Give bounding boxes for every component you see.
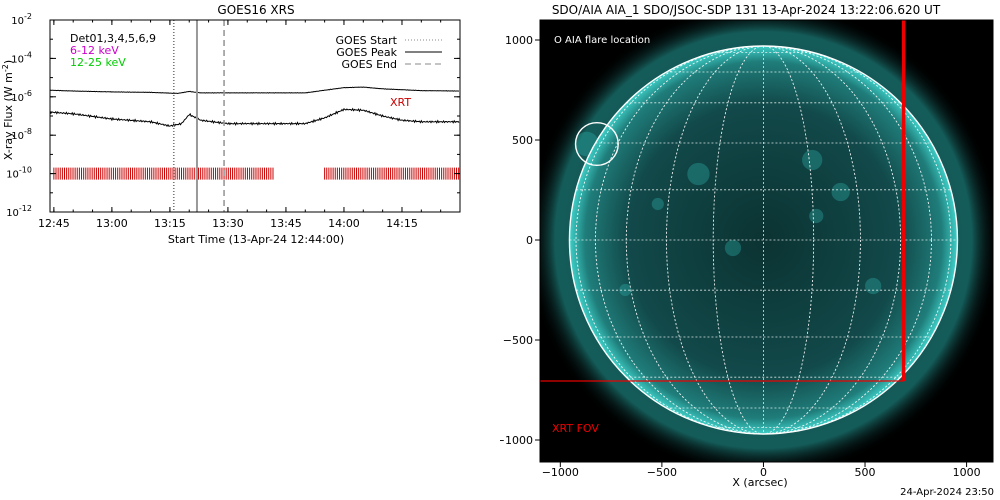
goes-series-long: [49, 86, 460, 95]
active-region: [651, 197, 664, 211]
goes-xrs-chart: GOES16 XRS X-ray Flux (W m-2) Start Time…: [1, 3, 461, 246]
goes-y-tick-base: 10: [11, 54, 24, 65]
sun-limb: [568, 45, 959, 435]
goes-xrt-annotation: XRT: [390, 96, 411, 109]
goes-x-axis-label: Start Time (13-Apr-24 12:44:00): [168, 233, 344, 246]
goes-x-tick-label: 12:45: [38, 217, 70, 230]
goes-x-tick-label: 13:30: [212, 217, 244, 230]
goes-y-tick-base: 10: [11, 131, 24, 142]
aia-y-tick-label: −500: [503, 334, 533, 347]
aia-x-tick-label: −1000: [542, 466, 579, 479]
goes-y-tick-base: 10: [6, 208, 19, 219]
goes-legend-right-label: GOES Start: [336, 34, 398, 47]
aia-y-tick-label: −1000: [500, 434, 533, 447]
active-region: [865, 277, 882, 295]
xrt-fov-label: XRT FOV: [552, 422, 599, 435]
goes-legend-left-item: 12-25 keV: [70, 56, 126, 69]
aia-legend-label: O AIA flare location: [554, 35, 650, 46]
goes-series-short: [49, 107, 460, 128]
goes-y-tick-label: 10-6: [11, 89, 32, 104]
aia-x-tick-label: −500: [647, 466, 677, 479]
aia-y-tick-label: 1000: [505, 34, 533, 47]
active-region: [724, 239, 742, 257]
active-region: [809, 208, 824, 224]
aia-plot-frame: [539, 19, 994, 463]
goes-y-tick-exp: -4: [24, 50, 32, 59]
aia-x-tick-label: 0: [760, 466, 767, 479]
grid-longitude: [575, 45, 952, 435]
flare-location-marker: [574, 121, 619, 167]
goes-x-tick-label: 14:15: [386, 217, 418, 230]
goes-chart-title: GOES16 XRS: [217, 3, 294, 17]
aia-y-tick-label: 500: [512, 134, 533, 147]
goes-y-tick-label: 10-12: [6, 204, 32, 219]
aia-y-tick-label: 0: [526, 234, 533, 247]
goes-y-tick-base: 10: [11, 16, 24, 27]
aia-chart-title: SDO/AIA AIA_1 SDO/JSOC-SDP 131 13-Apr-20…: [552, 3, 941, 17]
goes-x-tick-label: 14:00: [328, 217, 360, 230]
goes-x-tick-label: 13:15: [154, 217, 186, 230]
goes-y-tick-exp: -2: [24, 12, 32, 21]
goes-legend-right-label: GOES End: [341, 58, 397, 71]
goes-y-axis-label: X-ray Flux (W m-2): [1, 60, 15, 160]
aia-x-axis-label: X (arcsec): [732, 476, 787, 489]
goes-x-tick-label: 13:00: [96, 217, 128, 230]
goes-y-tick-label: 10-10: [6, 166, 32, 181]
goes-legend-left-item: 6-12 keV: [70, 44, 119, 57]
goes-y-tick-exp: -6: [24, 89, 32, 98]
goes-y-tick-exp: -10: [19, 166, 32, 175]
active-region: [802, 149, 823, 171]
goes-y-label-main: X-ray Flux (W m: [2, 72, 15, 160]
active-region: [831, 182, 850, 202]
aia-x-tick-label: 500: [855, 466, 876, 479]
goes-y-tick-label: 10-8: [11, 127, 32, 142]
goes-legend-right-label: GOES Peak: [336, 46, 397, 59]
goes-y-tick-exp: -8: [24, 127, 32, 136]
goes-y-label-end: ): [2, 60, 15, 64]
aia-sun-image: SDO/AIA AIA_1 SDO/JSOC-SDP 131 13-Apr-20…: [500, 3, 994, 489]
active-region: [574, 131, 599, 157]
aia-x-tick-label: 1000: [953, 466, 981, 479]
footer-timestamp: 24-Apr-2024 23:50: [900, 487, 994, 498]
goes-legend-left-item: Det01,3,4,5,6,9: [70, 32, 156, 45]
goes-y-tick-base: 10: [11, 93, 24, 104]
goes-y-tick-label: 10-4: [11, 50, 32, 65]
goes-y-tick-exp: -12: [19, 204, 32, 213]
goes-y-label-sup: -2: [1, 64, 10, 72]
goes-y-tick-label: 10-2: [11, 12, 32, 27]
active-region: [687, 162, 710, 186]
goes-x-tick-label: 13:45: [270, 217, 302, 230]
goes-y-tick-base: 10: [6, 170, 19, 181]
